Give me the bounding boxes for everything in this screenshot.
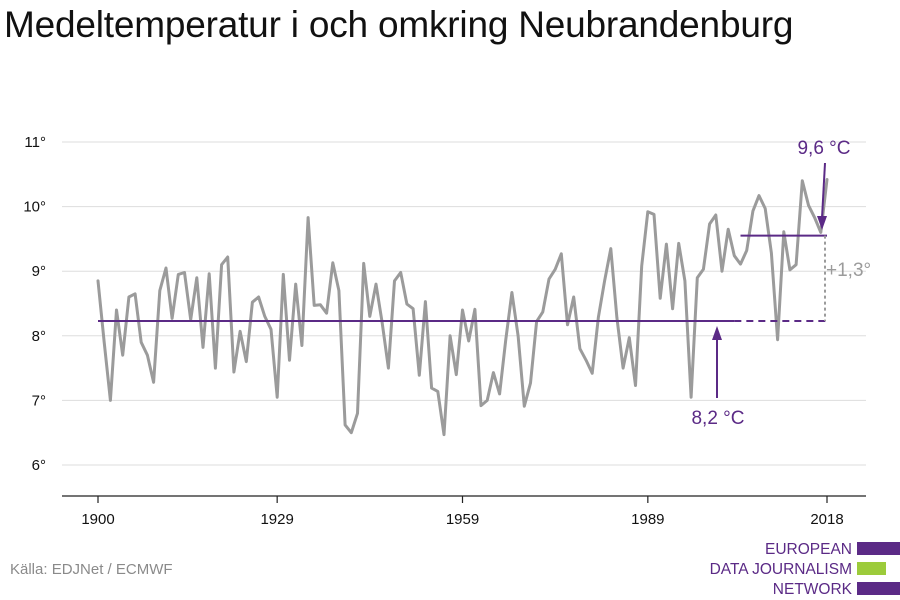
baseline-average-label: 8,2 °C [691,408,744,429]
recent-average-arrow-shaft [821,162,826,219]
logo-line: DATA JOURNALISM [709,561,852,578]
x-tick-label: 1989 [631,511,664,528]
logo-text: EUROPEAN DATA JOURNALISM NETWORK [710,540,852,600]
recent-average-arrow-head [817,216,827,230]
y-tick-label: 6° [32,457,46,474]
axis-layer: 6° 7° 8° 9° 10° 11° 1900 1929 1959 1989 2018 [23,134,866,528]
page-title: Medeltemperatur i och omkring Neubranden… [4,4,794,45]
y-tick-label: 9° [32,263,46,280]
x-tick-label: 1929 [260,511,293,528]
logo-bar [857,582,900,595]
y-tick-label: 10° [23,199,46,216]
baseline-average-arrow-head [712,326,722,340]
logo-bar [857,562,886,575]
x-tick-label: 1900 [81,511,114,528]
grid-layer [62,141,866,466]
logo-line: NETWORK [772,581,852,598]
temperature-series-line [96,178,829,437]
reference-layer: +1,3° 9,6 °C 8,2 °C [98,138,871,429]
logo-line: EUROPEAN [765,541,852,558]
y-tick-label: 8° [32,328,46,345]
x-tick-label: 1959 [446,511,479,528]
difference-label: +1,3° [826,260,871,281]
edjnet-logo: EUROPEAN DATA JOURNALISM NETWORK [700,538,900,600]
series-layer [96,178,829,437]
recent-average-label: 9,6 °C [797,138,850,159]
y-tick-label: 11° [24,134,46,151]
source-credit: Källa: EDJNet / ECMWF [10,561,173,578]
logo-bar [857,542,900,555]
x-tick-label: 2018 [810,511,843,528]
y-tick-label: 7° [32,392,46,409]
